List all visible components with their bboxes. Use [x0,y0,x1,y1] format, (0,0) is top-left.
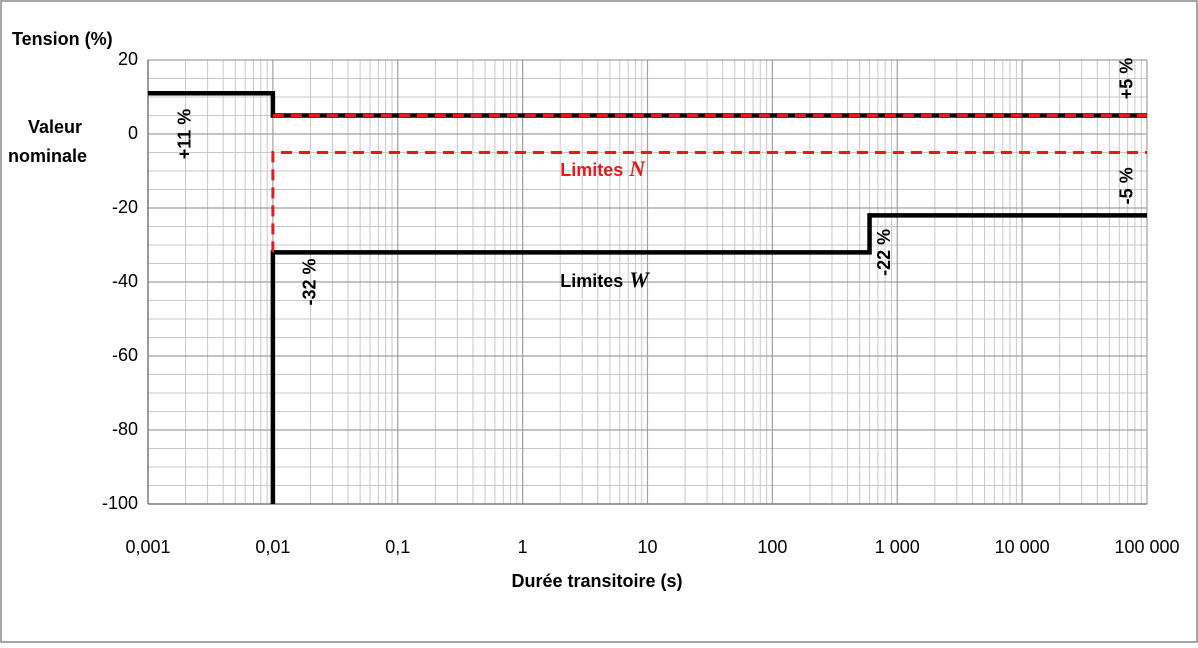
x-tick-label: 10 000 [995,537,1050,557]
annotation-text: -32 % [299,258,319,305]
y-note: Valeur [28,117,82,137]
x-tick-label: 1 000 [875,537,920,557]
y-axis-title: Tension (%) [12,29,113,49]
annotation-text: Limites [560,160,623,180]
annotation-text: Limites [560,271,623,291]
y-tick-label: -80 [112,419,138,439]
annotation-symbol: N [628,156,646,181]
annotation: -32 % [299,258,319,305]
annotation: +5 % [1116,58,1136,100]
y-tick-label: 0 [128,123,138,143]
series-line [270,213,1147,504]
x-tick-label: 0,1 [385,537,410,557]
y-tick-label: -60 [112,345,138,365]
x-tick-label: 0,001 [125,537,170,557]
annotation: -22 % [874,229,894,276]
annotation: Limites N [560,156,646,181]
annotation-symbol: W [629,267,650,292]
annotation-text: +5 % [1116,58,1136,100]
x-axis-title: Durée transitoire (s) [511,571,682,591]
y-tick-label: -40 [112,271,138,291]
x-tick-label: 1 [518,537,528,557]
annotation-text: +11 % [174,109,194,160]
annotation: +11 % [174,109,194,160]
y-tick-label: -100 [102,493,138,513]
annotation: -5 % [1116,167,1136,204]
annotation-text: -5 % [1116,167,1136,204]
y-note: nominale [8,146,87,166]
y-tick-label: -20 [112,197,138,217]
annotation-text: -22 % [874,229,894,276]
annotation: Limites W [560,267,650,292]
series-line [271,151,1147,253]
y-tick-label: 20 [118,49,138,69]
x-tick-label: 10 [637,537,657,557]
x-tick-label: 100 000 [1114,537,1179,557]
x-tick-label: 100 [757,537,787,557]
x-tick-label: 0,01 [255,537,290,557]
